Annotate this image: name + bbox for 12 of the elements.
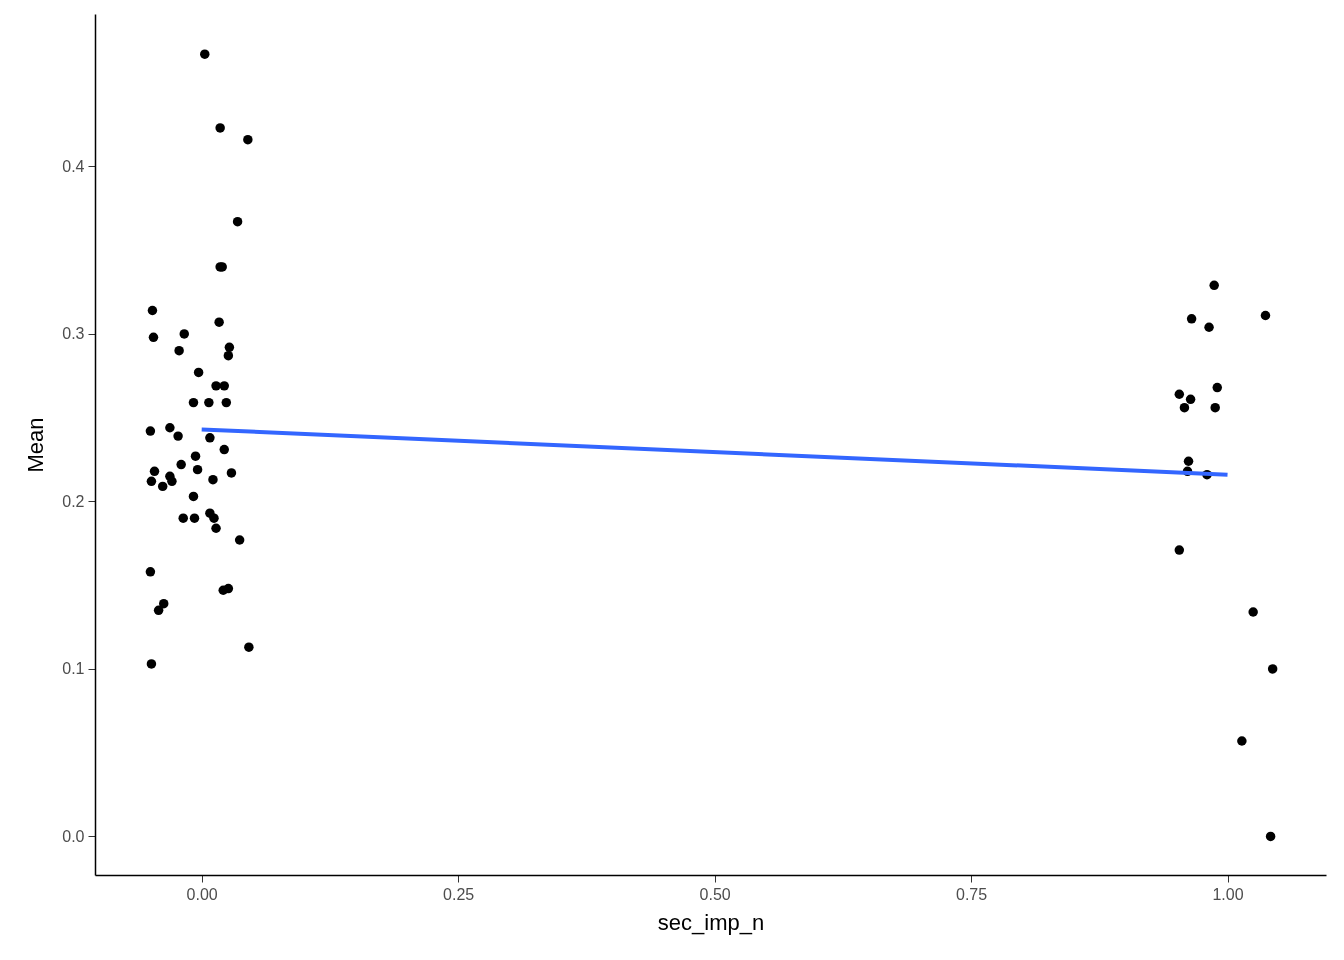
- y-tick-label: 0.0: [62, 827, 85, 845]
- x-tick-label: 1.00: [1212, 885, 1244, 903]
- x-tick-label: 0.25: [443, 885, 475, 903]
- x-axis-title: sec_imp_n: [657, 909, 765, 935]
- y-tick-label: 0.4: [62, 157, 85, 175]
- x-tick-label: 0.75: [955, 885, 988, 903]
- y-tick-label: 0.1: [62, 660, 85, 678]
- y-axis-title: Mean: [23, 417, 49, 473]
- x-tick-label: 0.50: [699, 885, 731, 903]
- x-tick-label: 0.00: [186, 885, 218, 903]
- y-tick-label: 0.2: [62, 492, 85, 510]
- y-tick-label: 0.3: [62, 325, 85, 343]
